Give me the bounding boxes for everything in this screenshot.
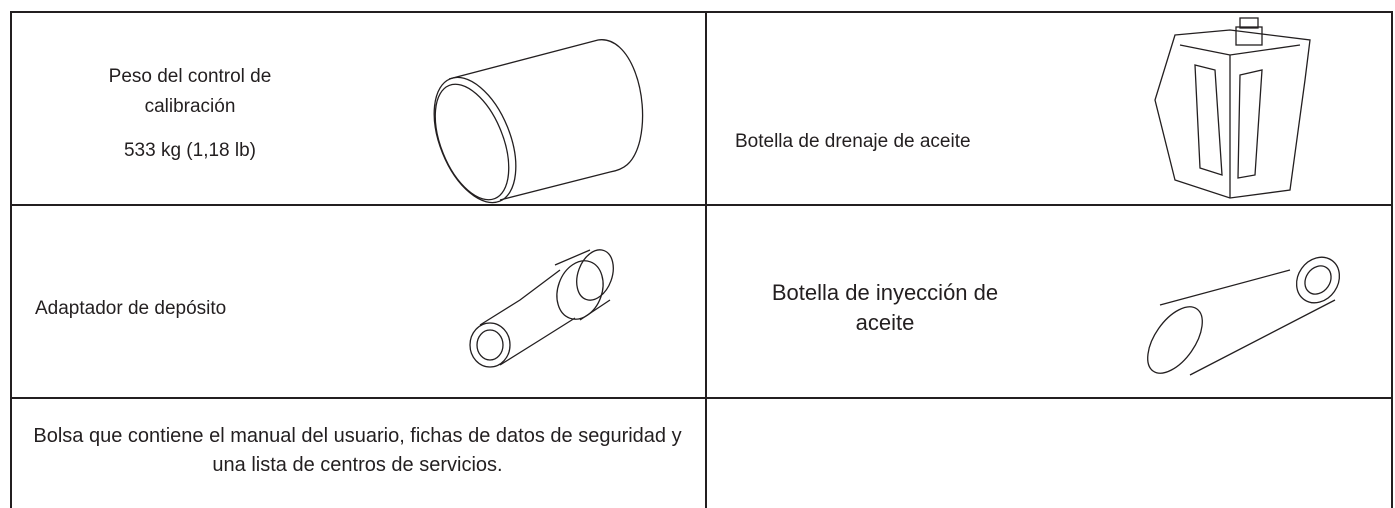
injection-bottle-illustration (1147, 256, 1341, 376)
table-borders (10, 11, 1393, 508)
cell-text: Adaptador de depósito (35, 298, 227, 319)
drain-bottle-illustration (1154, 17, 1311, 199)
cell-detail: 533 kg (1,18 lb) (123, 140, 257, 161)
cell-text: Botella de drenaje de aceite (735, 131, 971, 152)
weight-illustration (433, 39, 644, 204)
cell-text: Peso del control de calibración (108, 66, 272, 117)
cell-text: Bolsa que contiene el manual del usuario… (33, 425, 682, 476)
cell-text: Botella de inyección de aceite (771, 280, 999, 335)
adapter-illustration (469, 249, 614, 368)
